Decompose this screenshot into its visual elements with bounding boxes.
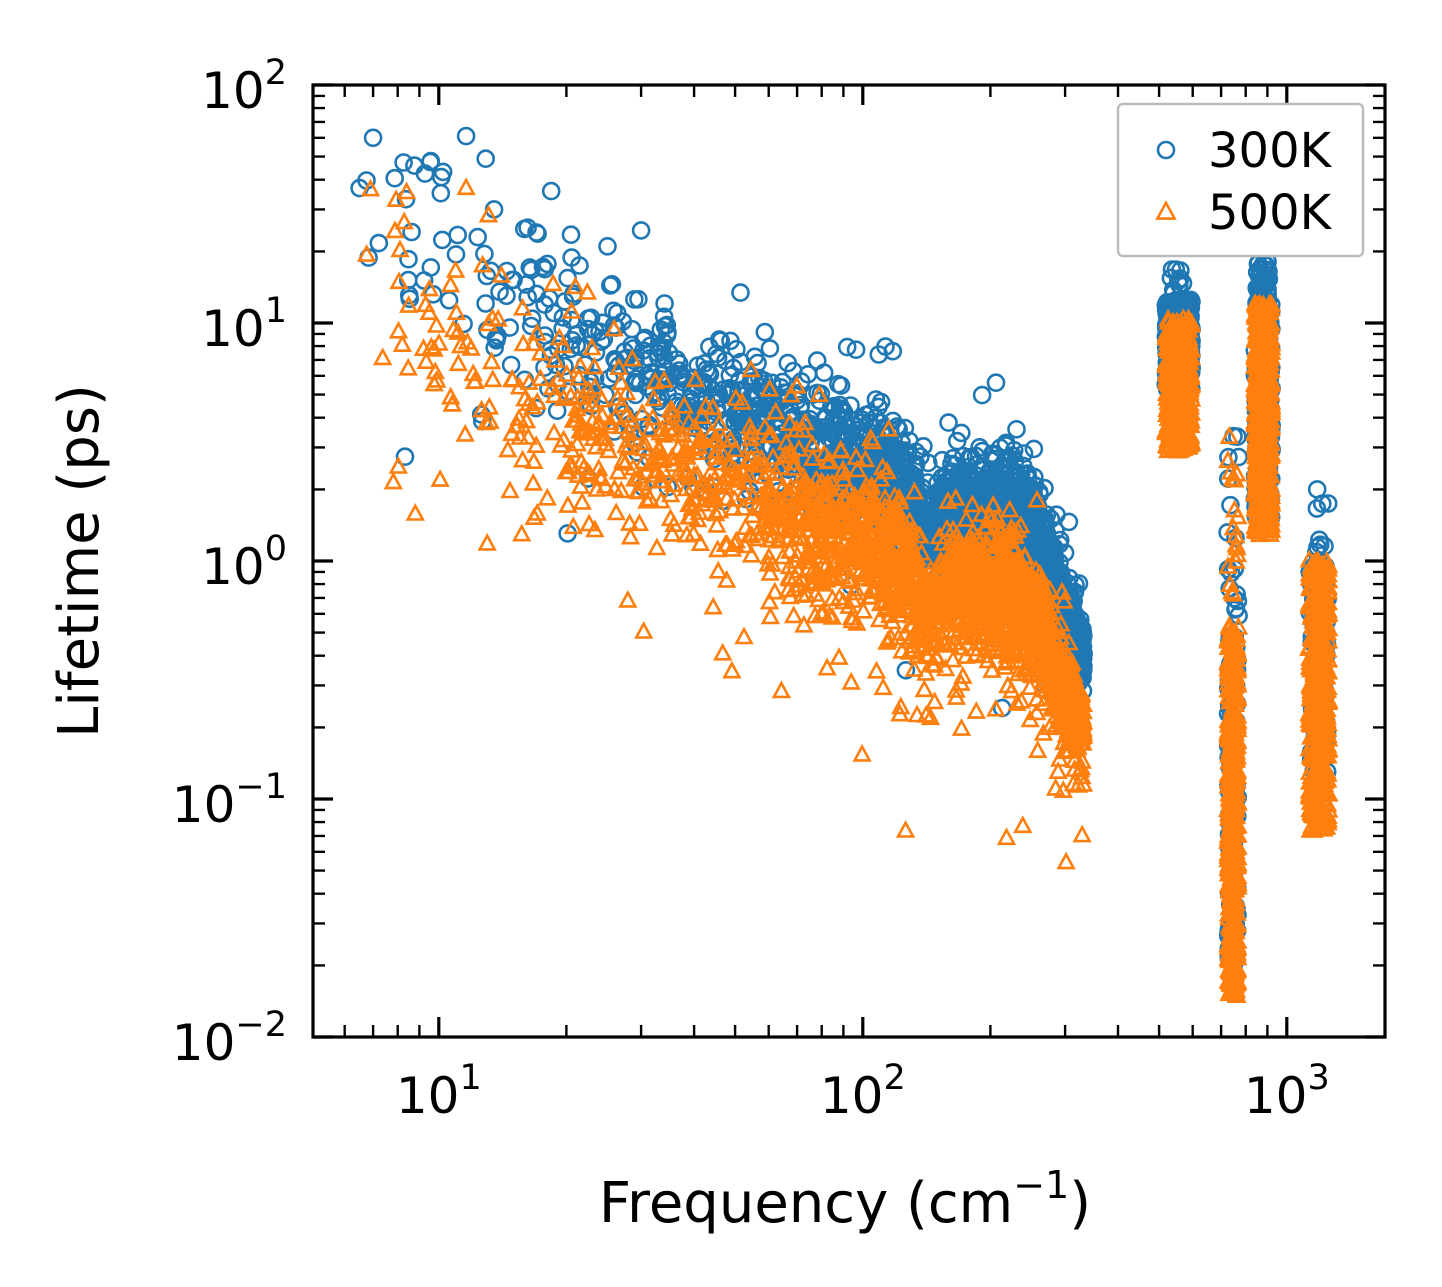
y-axis-label: Lifetime (ps): [47, 384, 112, 738]
legend-label-300K: 300K: [1208, 123, 1333, 179]
y-tick-labels: 102 101 100 10−1 10−2: [172, 53, 287, 1072]
x-tick-label: 103: [1244, 1058, 1330, 1125]
x-tick-labels: 101 102 103: [396, 1058, 1330, 1125]
legend-marker-circle-300K: [1156, 140, 1176, 160]
legend-label-500K: 500K: [1208, 185, 1333, 241]
legend-marker-triangle-500K: [1155, 200, 1177, 220]
x-axis-label: Frequency (cm−1): [599, 1163, 1091, 1236]
series-500K-points: [356, 177, 1339, 1003]
x-tick-label: 101: [396, 1058, 482, 1125]
legend: 300K 500K: [1116, 102, 1365, 258]
legend-box: [1116, 102, 1365, 258]
y-tick-label: 10−1: [172, 767, 287, 834]
y-tick-label: 101: [201, 291, 287, 358]
x-tick-label: 102: [820, 1058, 906, 1125]
y-tick-label: 100: [201, 529, 287, 596]
y-tick-label: 102: [201, 53, 287, 120]
major-ticks: [313, 83, 1385, 1039]
minor-ticks: [313, 85, 1385, 1037]
y-tick-label: 10−2: [172, 1005, 287, 1072]
data-layer: [350, 126, 1339, 1003]
axes-layer: 101 102 103 102 101 100 10−1 10−2 Frequency (c…: [47, 53, 1387, 1236]
